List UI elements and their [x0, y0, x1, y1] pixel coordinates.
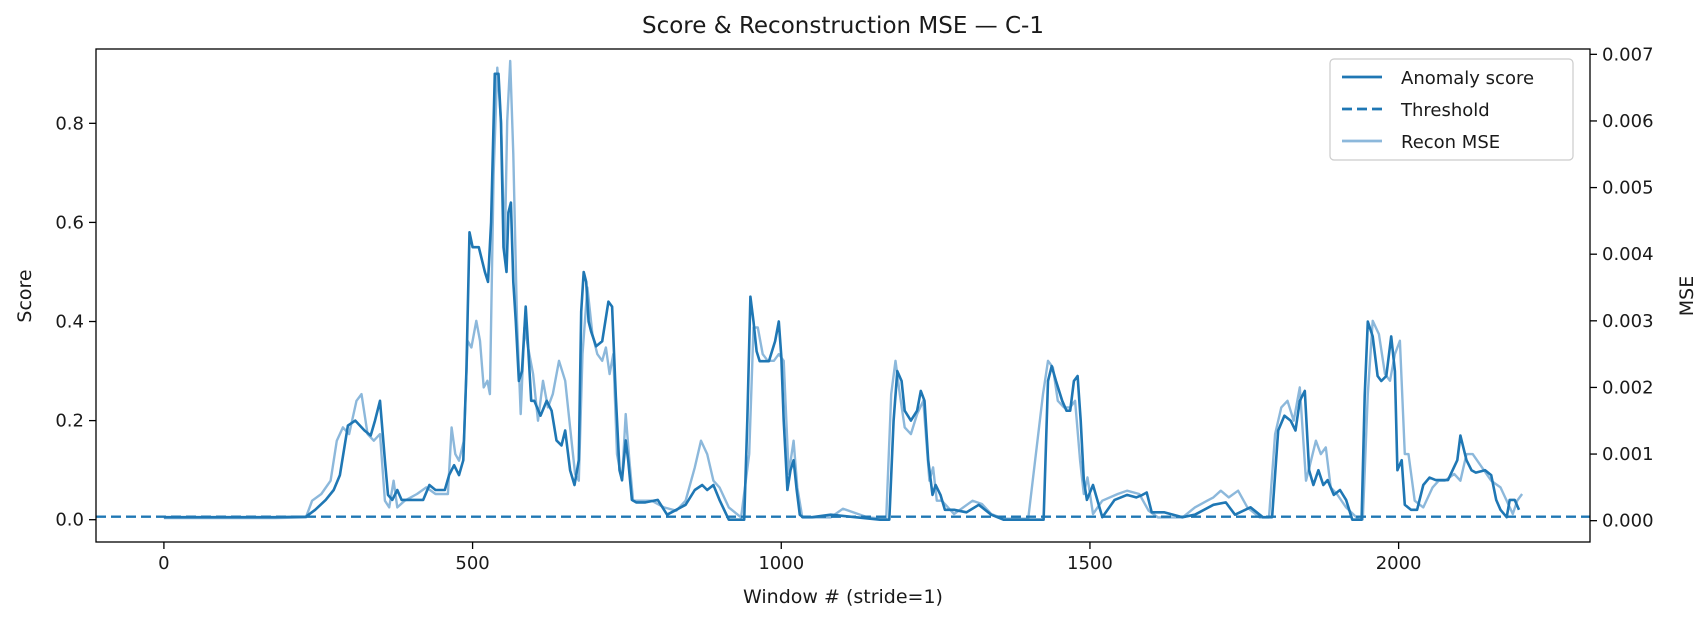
- chart-title: Score & Reconstruction MSE — C-1: [642, 13, 1044, 39]
- x-axis-label: Window # (stride=1): [743, 586, 943, 608]
- y-tick-label: 0.6: [55, 212, 84, 233]
- series-recon-mse: [163, 59, 1524, 521]
- y2-tick-label: 0.007: [1602, 44, 1654, 65]
- y-tick-label: 0.0: [55, 510, 84, 531]
- plot-area: [96, 59, 1590, 522]
- y2-tick-label: 0.001: [1602, 444, 1654, 465]
- recon-mse-line: [163, 59, 1524, 521]
- legend-label-anomaly-score: Anomaly score: [1401, 68, 1534, 89]
- y-axis-label: Score: [14, 269, 36, 322]
- x-tick-label: 2000: [1376, 553, 1422, 574]
- y2-tick-label: 0.003: [1602, 311, 1654, 332]
- y2-tick-label: 0.002: [1602, 377, 1654, 398]
- y2-axis-label: MSE: [1676, 276, 1698, 316]
- y-tick-label: 0.2: [55, 411, 84, 432]
- series-anomaly-score: [163, 72, 1521, 522]
- legend: Anomaly score Threshold Recon MSE: [1329, 58, 1574, 161]
- x-tick-label: 1000: [758, 553, 804, 574]
- x-tick-label: 0: [158, 553, 169, 574]
- y-tick-label: 0.8: [55, 113, 84, 134]
- axis-ticks: 0 500 1000 1500 2000 0.0 0.2 0.4 0.6 0.8 0.000 0.00…: [55, 44, 1653, 574]
- y2-tick-label: 0.005: [1602, 178, 1654, 199]
- plot-frame: [95, 48, 1591, 543]
- y2-tick-label: 0.006: [1602, 111, 1654, 132]
- anomaly-score-line: [163, 72, 1521, 522]
- y2-tick-label: 0.004: [1602, 244, 1654, 265]
- y2-tick-label: 0.000: [1602, 511, 1654, 532]
- x-tick-label: 1500: [1067, 553, 1113, 574]
- y-tick-label: 0.4: [55, 312, 84, 333]
- x-tick-label: 500: [455, 553, 489, 574]
- legend-label-threshold: Threshold: [1400, 100, 1490, 121]
- legend-label-recon-mse: Recon MSE: [1401, 132, 1500, 153]
- legend-box: [1329, 58, 1574, 161]
